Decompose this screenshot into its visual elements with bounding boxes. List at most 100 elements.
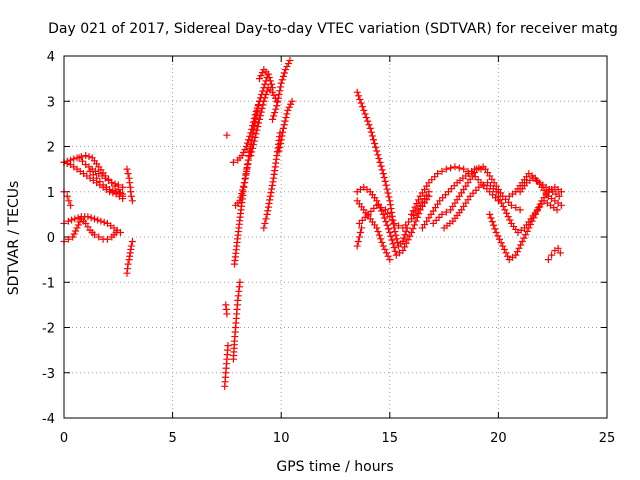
data-point [112, 228, 120, 236]
data-point [248, 125, 256, 133]
data-point [254, 123, 262, 131]
data-point [556, 249, 564, 257]
data-point [513, 248, 521, 256]
data-point [392, 231, 400, 239]
data-point [379, 242, 387, 250]
data-point [355, 92, 363, 100]
data-point [368, 132, 376, 140]
data-point [244, 160, 252, 168]
data-point [114, 181, 122, 189]
series-t25 [353, 224, 366, 250]
data-point [512, 204, 520, 212]
data-point [262, 215, 270, 223]
data-point [413, 213, 421, 221]
data-point [268, 185, 276, 193]
data-point [249, 141, 257, 149]
data-point [414, 196, 422, 204]
data-point [245, 156, 253, 164]
data-point [354, 238, 362, 246]
data-point [285, 103, 293, 111]
x-tick-label: 5 [168, 431, 176, 446]
data-point [377, 162, 385, 170]
data-point [266, 196, 274, 204]
data-point [94, 216, 102, 224]
data-point [271, 109, 279, 117]
data-point [82, 152, 90, 160]
data-point [379, 210, 387, 218]
data-point [71, 215, 79, 223]
x-tick-label: 10 [273, 431, 290, 446]
series-t18 [255, 66, 277, 92]
series-t10 [222, 301, 231, 318]
data-point [373, 201, 381, 209]
data-point [100, 218, 108, 226]
data-point [383, 185, 391, 193]
data-point [96, 178, 104, 186]
data-point [269, 115, 277, 123]
series-t33 [505, 170, 565, 209]
data-point [404, 236, 412, 244]
data-point [494, 192, 502, 200]
data-point [371, 139, 379, 147]
data-point [258, 104, 266, 112]
data-point [239, 186, 247, 194]
data-point [367, 128, 375, 136]
data-point [402, 239, 410, 247]
data-point [557, 188, 565, 196]
data-point [274, 94, 282, 102]
data-point [249, 144, 257, 152]
data-point [270, 112, 278, 120]
data-point [273, 102, 281, 110]
data-point [252, 130, 260, 138]
data-point [400, 234, 408, 242]
y-tick-label: -1 [42, 276, 55, 291]
data-point [451, 163, 459, 171]
data-point [374, 151, 382, 159]
y-tick-label: 1 [47, 186, 55, 201]
series-t13 [229, 278, 244, 363]
data-point [264, 203, 272, 211]
axis-ticks: 0 5 10 15 20 25 -4 -3 -2 -1 0 1 2 3 4 [42, 50, 615, 446]
data-point [236, 197, 244, 205]
series-t9 [123, 238, 136, 277]
data-point [64, 217, 72, 225]
data-point [553, 206, 561, 214]
data-point [512, 251, 520, 259]
data-point [502, 249, 510, 257]
data-point [236, 278, 244, 286]
data-point [412, 217, 420, 225]
data-point [70, 155, 78, 163]
data-point [263, 87, 271, 95]
data-point [557, 201, 565, 209]
data-point [242, 171, 250, 179]
data-point [242, 143, 250, 150]
data-point [507, 201, 515, 209]
data-point [67, 201, 75, 209]
data-point [544, 256, 552, 264]
series-t35 [544, 244, 564, 264]
data-point [64, 235, 72, 243]
series-t2 [60, 158, 127, 203]
data-point [267, 80, 275, 88]
data-point [266, 192, 274, 200]
y-tick-label: 3 [47, 95, 55, 110]
data-point [90, 215, 98, 223]
data-point [389, 240, 397, 248]
data-point [495, 235, 503, 243]
data-point [390, 220, 398, 228]
data-point [497, 239, 505, 247]
data-point [488, 218, 496, 226]
data-point [260, 224, 268, 232]
data-point [253, 126, 261, 134]
data-point [399, 247, 407, 255]
data-point [387, 205, 395, 213]
data-point [377, 235, 385, 243]
data-point [504, 213, 512, 221]
data-point [377, 204, 385, 212]
data-point [492, 188, 500, 196]
chart-title: Day 021 of 2017, Sidereal Day-to-day VTE… [48, 21, 618, 37]
data-point [276, 87, 284, 95]
data-points [60, 57, 565, 390]
data-point [247, 129, 255, 137]
data-point [239, 182, 247, 190]
